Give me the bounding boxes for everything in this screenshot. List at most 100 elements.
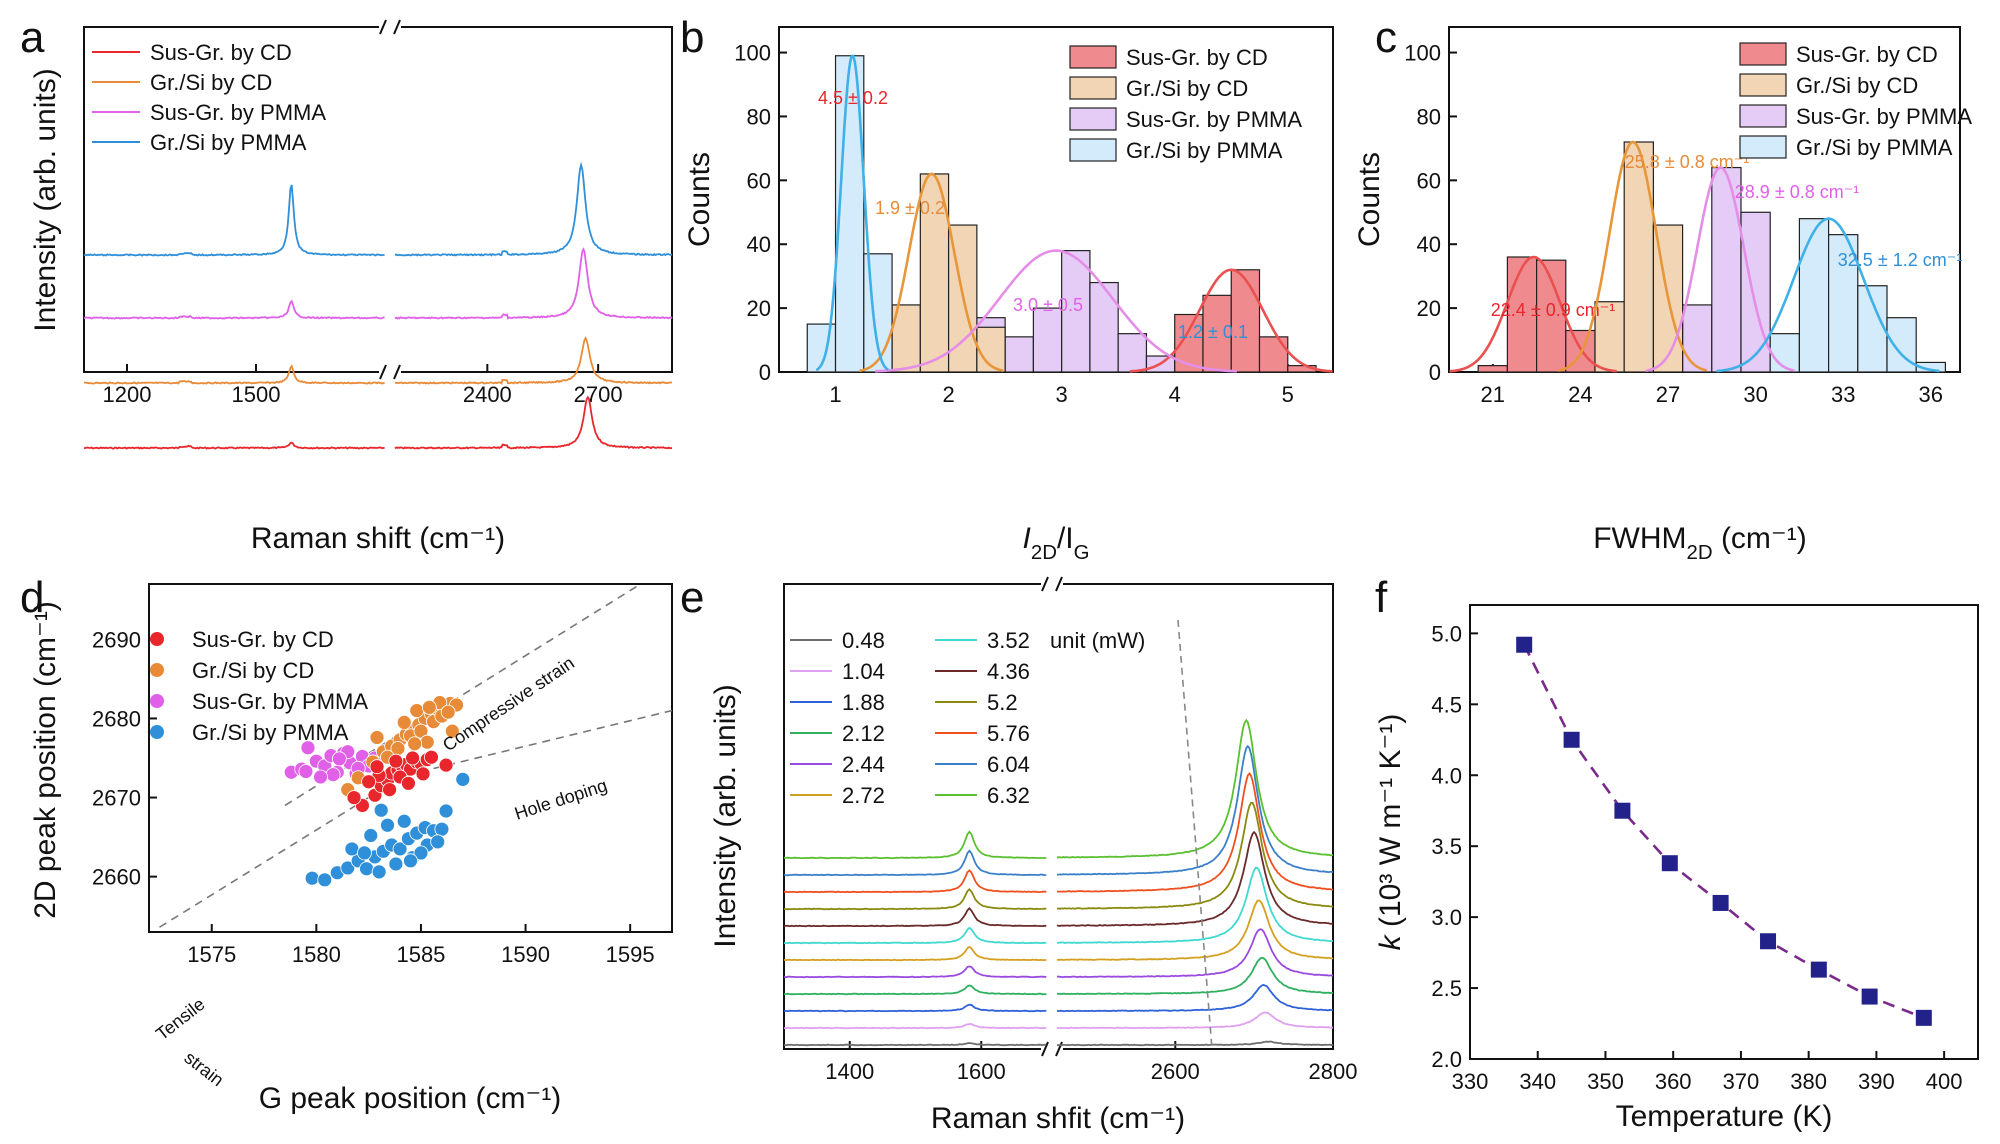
panel-b-fit-label: 1.9 ± 0.2 <box>875 198 945 218</box>
panel-e-spectrum-2d <box>1056 899 1334 961</box>
panel-d-point <box>363 828 379 843</box>
panel-b-legend-label: Sus-Gr. by CD <box>1126 45 1268 70</box>
panel-e-spectrum-2d <box>1056 983 1334 1013</box>
panel-b-bar <box>1032 307 1063 373</box>
panel-d-point <box>396 813 412 829</box>
panel-d-point <box>424 749 439 765</box>
panel-letter-c: c <box>1375 13 1397 62</box>
panel-f-y-tick-label: 4.0 <box>1431 763 1462 788</box>
panel-d-point <box>298 764 314 779</box>
panel-a-spectrum-0-g <box>83 441 385 450</box>
panel-b-x-tick-label: 4 <box>1169 382 1181 407</box>
panel-e-spectrum-g <box>783 1003 1047 1013</box>
panel-f-x-tick-label: 360 <box>1655 1069 1692 1094</box>
panel-e-legend-label: 6.04 <box>987 752 1030 777</box>
panel-b-y-tick-label: 60 <box>747 168 771 193</box>
panel-d-point <box>438 803 454 819</box>
panel-d-point <box>340 860 356 876</box>
panel-d-point <box>369 759 385 775</box>
label-part: (10³ W m⁻¹ K⁻¹) <box>1374 714 1407 936</box>
panel-d-legend-label: Gr./Si by CD <box>192 658 314 683</box>
axis-break-mark <box>379 364 387 380</box>
panel-e-legend-label: 2.12 <box>842 721 885 746</box>
panel-e-legend-label: 1.88 <box>842 690 885 715</box>
panel-c-fit-curve <box>1716 217 1940 373</box>
panel-c-fit-curve <box>1557 140 1708 372</box>
panel-b-bar <box>1258 336 1289 373</box>
panel-d-legend-marker <box>150 663 164 677</box>
panel-b-y-tick-label: 20 <box>747 296 771 321</box>
panel-f-point <box>1563 731 1580 748</box>
panel-a-x-tick-label: 1500 <box>232 382 281 407</box>
panel-a-legend-label: Sus-Gr. by PMMA <box>150 100 326 125</box>
panel-b-y-tick-label: 40 <box>747 232 771 257</box>
label-part: Intensity (arb. units) <box>709 684 742 947</box>
panel-d-xlabel: G peak position (cm⁻¹) <box>259 1082 562 1115</box>
panel-e-spectrum-2d <box>1056 1040 1334 1047</box>
panel-d-legend-marker <box>150 694 164 708</box>
panel-e-legend-label: 1.04 <box>842 659 885 684</box>
panel-e-spectrum-2d <box>1056 772 1334 893</box>
panel-c-x-tick-label: 36 <box>1919 382 1943 407</box>
panel-a-spectrum-0-2d <box>394 395 673 450</box>
label-part: I <box>1023 522 1031 555</box>
panel-f-point <box>1915 1009 1932 1026</box>
panel-d-point <box>359 861 374 877</box>
panel-c-legend-label: Sus-Gr. by PMMA <box>1796 104 1972 129</box>
panel-e-legend-label: 5.2 <box>987 690 1018 715</box>
panel-f-x-tick-label: 400 <box>1926 1069 1963 1094</box>
axis-break-mark <box>379 19 387 35</box>
panel-e-ylabel: Intensity (arb. units) <box>709 684 742 947</box>
panel-c-fit-label: 25.8 ± 0.8 cm⁻¹ <box>1625 152 1749 172</box>
panel-c-legend-label: Gr./Si by PMMA <box>1796 135 1953 160</box>
panel-c-legend-swatch <box>1739 73 1787 97</box>
panel-d-point <box>409 703 425 718</box>
panel-c-bar <box>1711 166 1742 373</box>
panel-f-ylabel: k (10³ W m⁻¹ K⁻¹) <box>1374 714 1407 951</box>
panel-d-point <box>444 723 460 739</box>
panel-b-legend-swatch <box>1069 45 1117 69</box>
panel-b-fit-label: 3.0 ± 0.5 <box>1013 295 1083 315</box>
panel-e-spectrum-g <box>783 926 1047 945</box>
panel-c-x-tick-label: 30 <box>1743 382 1767 407</box>
panel-c-x-tick-label: 24 <box>1568 382 1592 407</box>
panel-d-annotation-strain: strain <box>181 1047 228 1090</box>
panel-f-point <box>1516 636 1533 653</box>
panel-b-legend-label: Gr./Si by CD <box>1126 76 1248 101</box>
panel-c-bar <box>1623 141 1654 373</box>
panel-d-legend-label: Gr./Si by PMMA <box>192 720 349 745</box>
panel-d-point <box>388 856 404 872</box>
panel-a-legend-label: Gr./Si by CD <box>150 70 272 95</box>
panel-c-bar <box>1798 218 1830 373</box>
panel-e-spectrum-g <box>783 1022 1047 1030</box>
panel-c-x-tick-label: 21 <box>1481 382 1505 407</box>
panel-b-bar <box>1230 269 1261 373</box>
panel-d-point <box>455 771 471 787</box>
panel-d-annotation-tensile: Tensile <box>152 994 208 1044</box>
panel-a-frame <box>83 26 673 373</box>
panel-e-spectrum-g <box>783 1042 1047 1047</box>
panel-d-x-tick-label: 1595 <box>606 942 655 967</box>
panel-f-y-tick-label: 2.5 <box>1431 976 1462 1001</box>
panel-c-x-tick-label: 27 <box>1656 382 1680 407</box>
panel-d-ylabel: 2D peak position (cm⁻¹) <box>29 601 62 919</box>
panel-letter-d: d <box>20 573 44 622</box>
panel-c-y-tick-label: 20 <box>1417 296 1441 321</box>
panel-a-spectrum-2-2d <box>394 247 673 320</box>
axis-break-mark <box>393 19 401 35</box>
panel-d-point <box>313 769 328 785</box>
panel-f-point <box>1712 894 1729 911</box>
panel-f-x-tick-label: 370 <box>1723 1069 1760 1094</box>
panel-e-legend-label: 4.36 <box>987 659 1030 684</box>
panel-c-fit-label: 22.4 ± 0.9 cm⁻¹ <box>1491 300 1615 320</box>
panel-c-legend-swatch <box>1739 104 1787 128</box>
panel-d-point <box>419 734 435 750</box>
panel-c-fit-curve <box>1449 255 1617 373</box>
panel-f-point <box>1861 988 1878 1005</box>
panel-e-legend-label: 3.52 <box>987 628 1030 653</box>
panel-f-point <box>1760 933 1777 950</box>
panel-a-xlabel: Raman shift (cm⁻¹) <box>251 522 505 555</box>
panel-c-fit-curve <box>1645 166 1795 373</box>
panel-f-y-tick-label: 3.0 <box>1431 905 1462 930</box>
panel-d-legend-marker <box>150 632 164 646</box>
